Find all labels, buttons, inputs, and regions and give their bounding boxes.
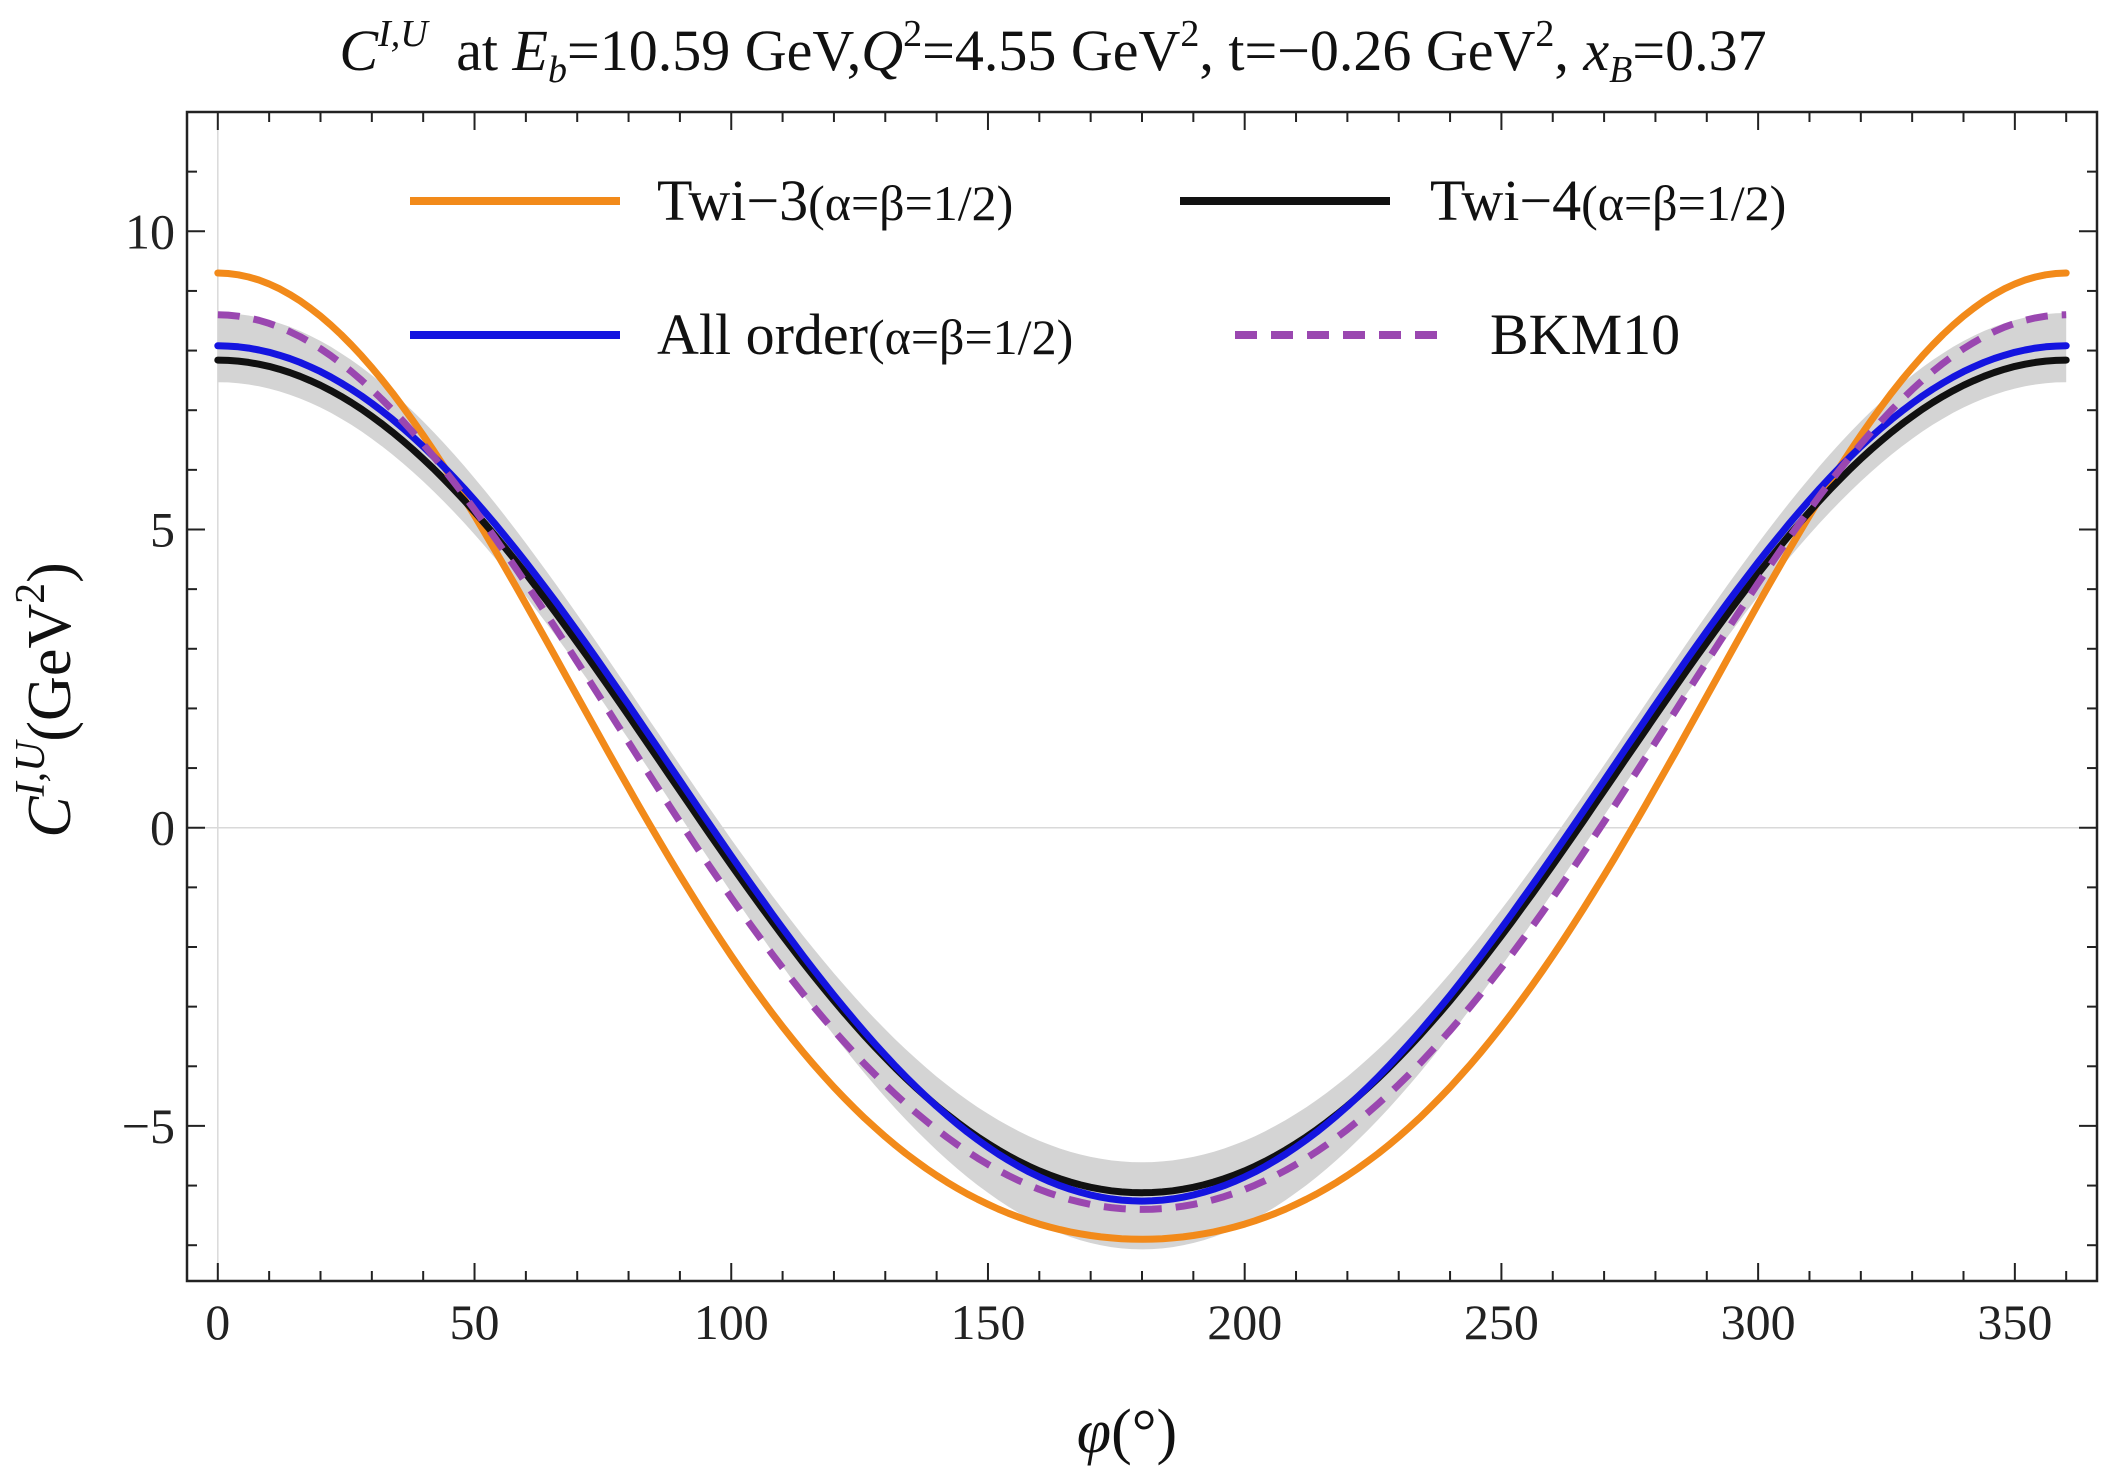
- zero-reference-lines: [187, 112, 2097, 1281]
- y-tick-label: 0: [150, 800, 175, 856]
- legend: Twi−3(α=β=1/2) Twi−4(α=β=1/2) All order(…: [410, 168, 1786, 367]
- series-line-all-order: [214, 342, 2070, 1205]
- x-tick-label: 50: [450, 1294, 500, 1350]
- x-tick-label: 100: [694, 1294, 769, 1350]
- x-tick-label: 200: [1207, 1294, 1282, 1350]
- chart-title: CI,U at Eb=10.59 GeV,Q2=4.55 GeV2, t=−0.…: [339, 13, 1766, 91]
- series-line-twi-4: [214, 356, 2070, 1197]
- x-tick-label: 250: [1464, 1294, 1539, 1350]
- x-tick-label: 150: [950, 1294, 1025, 1350]
- axis-ticks: [187, 112, 2097, 1281]
- x-axis-label: φ(°): [1077, 1398, 1177, 1466]
- y-tick-label: 5: [150, 502, 175, 558]
- series-lines: [214, 269, 2070, 1243]
- legend-label-twi4: Twi−4(α=β=1/2): [1430, 168, 1786, 233]
- uncertainty-band: [217, 313, 2067, 1250]
- legend-label-all-order: All order(α=β=1/2): [657, 302, 1073, 367]
- plot-frame-rect: [185, 110, 2099, 1283]
- x-tick-label: 0: [205, 1294, 230, 1350]
- plot-frame: [185, 110, 2099, 1283]
- series-line-twi-3: [214, 269, 2070, 1243]
- legend-label-twi3: Twi−3(α=β=1/2): [657, 168, 1013, 233]
- y-tick-label: −5: [122, 1098, 175, 1154]
- x-tick-label: 350: [1977, 1294, 2052, 1350]
- y-axis-label: CI,U(GeV2): [8, 562, 84, 838]
- legend-label-bkm10: BKM10: [1490, 302, 1680, 367]
- x-tick-label: 300: [1721, 1294, 1796, 1350]
- axis-tick-labels: 0 50 100 150 200 250 300 350 −5 0 5 10: [122, 203, 2053, 1350]
- uncertainty-band-group: [217, 313, 2067, 1250]
- series-line-bkm10: [217, 311, 2067, 1213]
- y-tick-label: 10: [125, 203, 175, 259]
